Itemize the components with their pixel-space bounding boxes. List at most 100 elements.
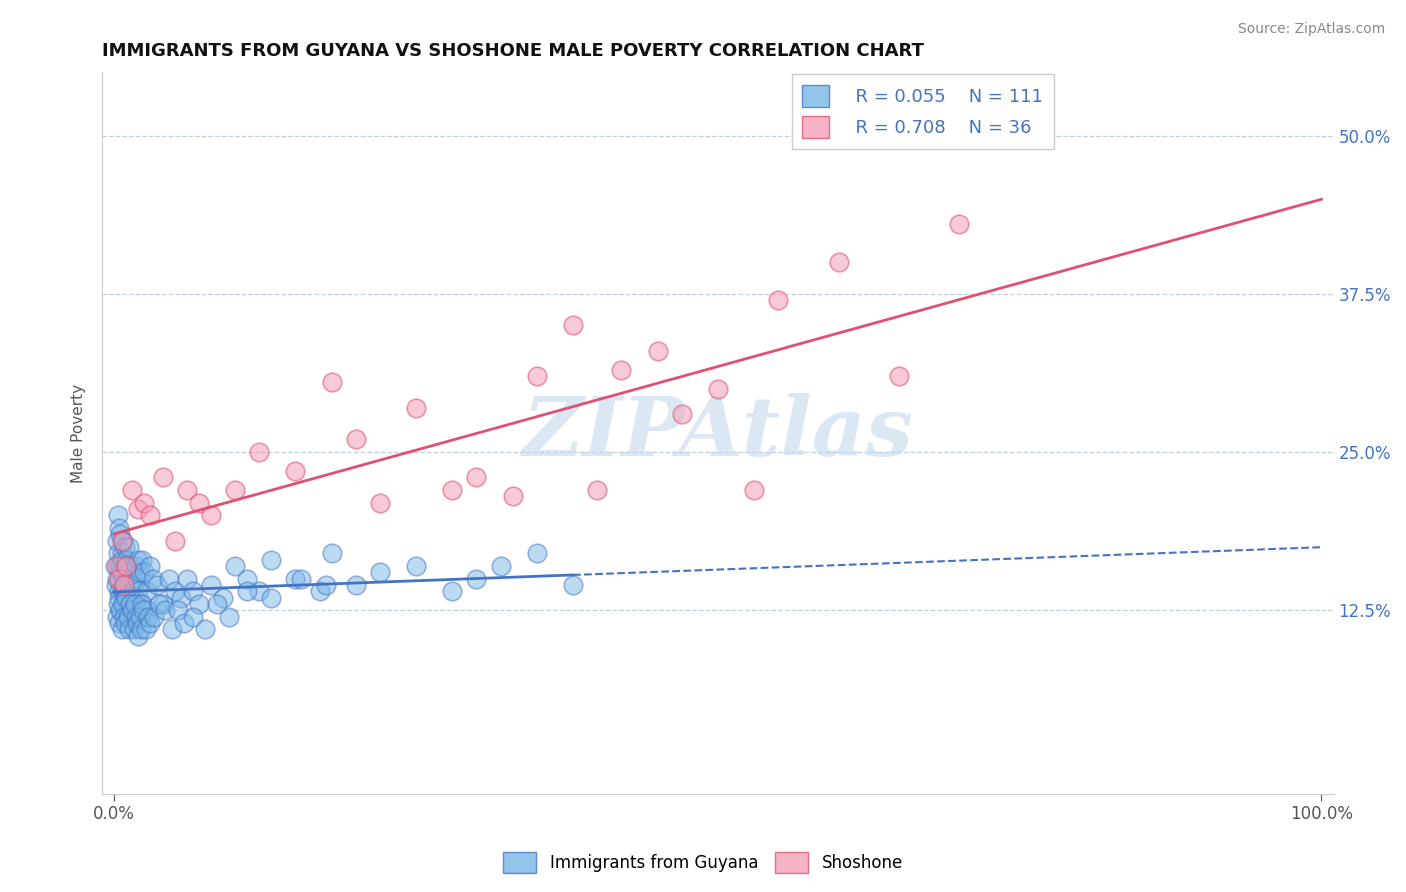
Point bbox=[224, 483, 246, 497]
Point bbox=[284, 572, 307, 586]
Point bbox=[108, 615, 131, 630]
Point bbox=[114, 566, 136, 580]
Point bbox=[118, 622, 141, 636]
Point bbox=[107, 546, 129, 560]
Point bbox=[224, 558, 246, 573]
Point bbox=[108, 521, 131, 535]
Point bbox=[167, 603, 190, 617]
Point bbox=[143, 609, 166, 624]
Point bbox=[284, 464, 307, 478]
Point bbox=[187, 597, 209, 611]
Point bbox=[173, 615, 195, 630]
Point bbox=[887, 369, 910, 384]
Point bbox=[218, 609, 240, 624]
Point bbox=[260, 591, 283, 605]
Point bbox=[142, 572, 165, 586]
Point bbox=[118, 578, 141, 592]
Text: ZIPAtlas: ZIPAtlas bbox=[523, 393, 914, 473]
Point bbox=[128, 566, 150, 580]
Point bbox=[136, 603, 159, 617]
Point bbox=[112, 533, 135, 548]
Point bbox=[110, 558, 132, 573]
Point bbox=[107, 508, 129, 523]
Point bbox=[122, 578, 145, 592]
Point bbox=[111, 552, 134, 566]
Point bbox=[321, 546, 343, 560]
Point bbox=[157, 572, 180, 586]
Point bbox=[368, 566, 391, 580]
Point bbox=[260, 552, 283, 566]
Point bbox=[129, 597, 152, 611]
Point bbox=[107, 597, 129, 611]
Point bbox=[118, 597, 141, 611]
Point bbox=[125, 609, 148, 624]
Point bbox=[117, 609, 139, 624]
Point bbox=[441, 584, 464, 599]
Point bbox=[148, 597, 170, 611]
Point bbox=[647, 343, 669, 358]
Point bbox=[247, 584, 270, 599]
Point bbox=[120, 558, 142, 573]
Point bbox=[827, 255, 849, 269]
Point bbox=[200, 578, 222, 592]
Point bbox=[160, 622, 183, 636]
Point bbox=[562, 318, 585, 333]
Point bbox=[114, 615, 136, 630]
Point bbox=[105, 572, 128, 586]
Point bbox=[405, 558, 427, 573]
Point bbox=[163, 584, 186, 599]
Point bbox=[526, 546, 548, 560]
Point bbox=[181, 584, 204, 599]
Point bbox=[405, 401, 427, 415]
Point bbox=[127, 552, 149, 566]
Point bbox=[671, 407, 693, 421]
Point bbox=[115, 558, 138, 573]
Point bbox=[187, 496, 209, 510]
Point bbox=[181, 609, 204, 624]
Point bbox=[105, 578, 128, 592]
Point bbox=[110, 533, 132, 548]
Point bbox=[152, 597, 174, 611]
Point bbox=[134, 496, 156, 510]
Point bbox=[127, 615, 149, 630]
Point bbox=[290, 572, 312, 586]
Point bbox=[121, 603, 143, 617]
Point bbox=[105, 533, 128, 548]
Point bbox=[502, 489, 524, 503]
Y-axis label: Male Poverty: Male Poverty bbox=[72, 384, 86, 483]
Point bbox=[122, 622, 145, 636]
Point bbox=[145, 578, 167, 592]
Point bbox=[117, 566, 139, 580]
Point bbox=[135, 622, 157, 636]
Point bbox=[562, 578, 585, 592]
Point bbox=[200, 508, 222, 523]
Point bbox=[586, 483, 609, 497]
Point bbox=[112, 584, 135, 599]
Point bbox=[176, 483, 198, 497]
Legend: Immigrants from Guyana, Shoshone: Immigrants from Guyana, Shoshone bbox=[496, 846, 910, 880]
Point bbox=[344, 433, 367, 447]
Point bbox=[121, 483, 143, 497]
Point bbox=[108, 591, 131, 605]
Point bbox=[131, 597, 153, 611]
Point bbox=[153, 603, 176, 617]
Point bbox=[194, 622, 217, 636]
Point bbox=[139, 508, 162, 523]
Point bbox=[108, 572, 131, 586]
Point bbox=[104, 558, 127, 573]
Point bbox=[110, 603, 132, 617]
Point bbox=[105, 609, 128, 624]
Point bbox=[163, 533, 186, 548]
Point bbox=[489, 558, 512, 573]
Point bbox=[127, 628, 149, 642]
Point bbox=[111, 597, 134, 611]
Point bbox=[948, 217, 970, 231]
Point bbox=[205, 597, 228, 611]
Point bbox=[139, 615, 162, 630]
Point bbox=[236, 572, 259, 586]
Point bbox=[115, 591, 138, 605]
Point bbox=[110, 584, 132, 599]
Point bbox=[465, 470, 488, 484]
Point bbox=[118, 597, 141, 611]
Point bbox=[129, 622, 152, 636]
